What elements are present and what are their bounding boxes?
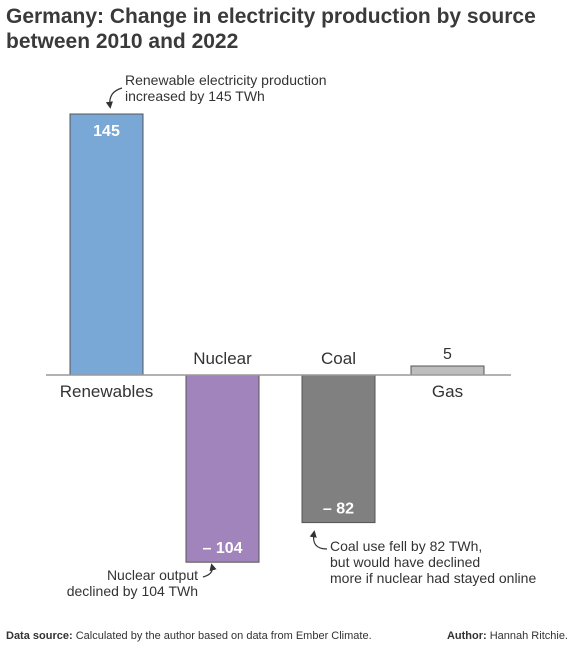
author: Author: Hannah Ritchie. <box>447 630 568 642</box>
footer: Data source: Calculated by the author ba… <box>6 630 568 642</box>
category-label-renewables: Renewables <box>60 382 154 401</box>
annotation-arrow-nuclear <box>202 563 217 578</box>
chart-title-line-2: between 2010 and 2022 <box>6 30 239 53</box>
annotations-group: Renewable electricity production increase… <box>67 72 537 599</box>
data-source: Data source: Calculated by the author ba… <box>6 630 372 642</box>
annotation-line: Coal use fell by 82 TWh, <box>330 538 482 554</box>
annotation-coal: Coal use fell by 82 TWh, but would have d… <box>309 530 536 586</box>
value-label-coal: – 82 <box>323 501 354 518</box>
annotation-arrow-renewables <box>105 87 123 109</box>
value-label-renewables: 145 <box>93 123 120 140</box>
annotation-text-renewables: Renewable electricity production increase… <box>125 72 327 104</box>
annotation-line: but would have declined <box>330 554 480 570</box>
bar-coal <box>301 374 376 524</box>
bar-gas <box>410 365 485 376</box>
author-label: Author: <box>446 630 487 642</box>
value-label-nuclear: – 104 <box>202 540 242 557</box>
category-label-coal: Coal <box>321 349 356 368</box>
annotation-line: Nuclear output <box>107 567 198 583</box>
bars-group <box>69 113 485 563</box>
bar-renewables <box>69 113 144 376</box>
value-label-gas: 5 <box>443 346 452 363</box>
data-source-label: Data source: <box>6 630 73 642</box>
annotation-line: declined by 104 TWh <box>67 583 198 599</box>
annotation-line: increased by 145 TWh <box>125 88 265 104</box>
bar-nuclear <box>185 374 260 563</box>
author-text: Hannah Ritchie. <box>489 630 568 642</box>
chart-title: Germany: Change in electricity productio… <box>6 4 566 54</box>
chart-title-line-1: Germany: Change in electricity productio… <box>6 5 536 28</box>
annotation-line: Renewable electricity production <box>125 72 327 88</box>
annotation-nuclear: Nuclear output declined by 104 TWh <box>67 563 217 599</box>
annotation-renewables: Renewable electricity production increase… <box>105 72 327 109</box>
annotation-line: more if nuclear had stayed online <box>330 570 536 586</box>
category-label-nuclear: Nuclear <box>193 349 252 368</box>
category-label-gas: Gas <box>432 382 463 401</box>
annotation-text-nuclear: Nuclear output declined by 104 TWh <box>67 567 198 599</box>
annotation-arrow-coal <box>309 530 328 550</box>
data-source-text: Calculated by the author based on data f… <box>75 630 372 642</box>
labels-group: Renewables 145 Nuclear – 104 Coal – 82 Gas 5 <box>60 123 463 557</box>
annotation-text-coal: Coal use fell by 82 TWh, but would have d… <box>330 538 536 586</box>
